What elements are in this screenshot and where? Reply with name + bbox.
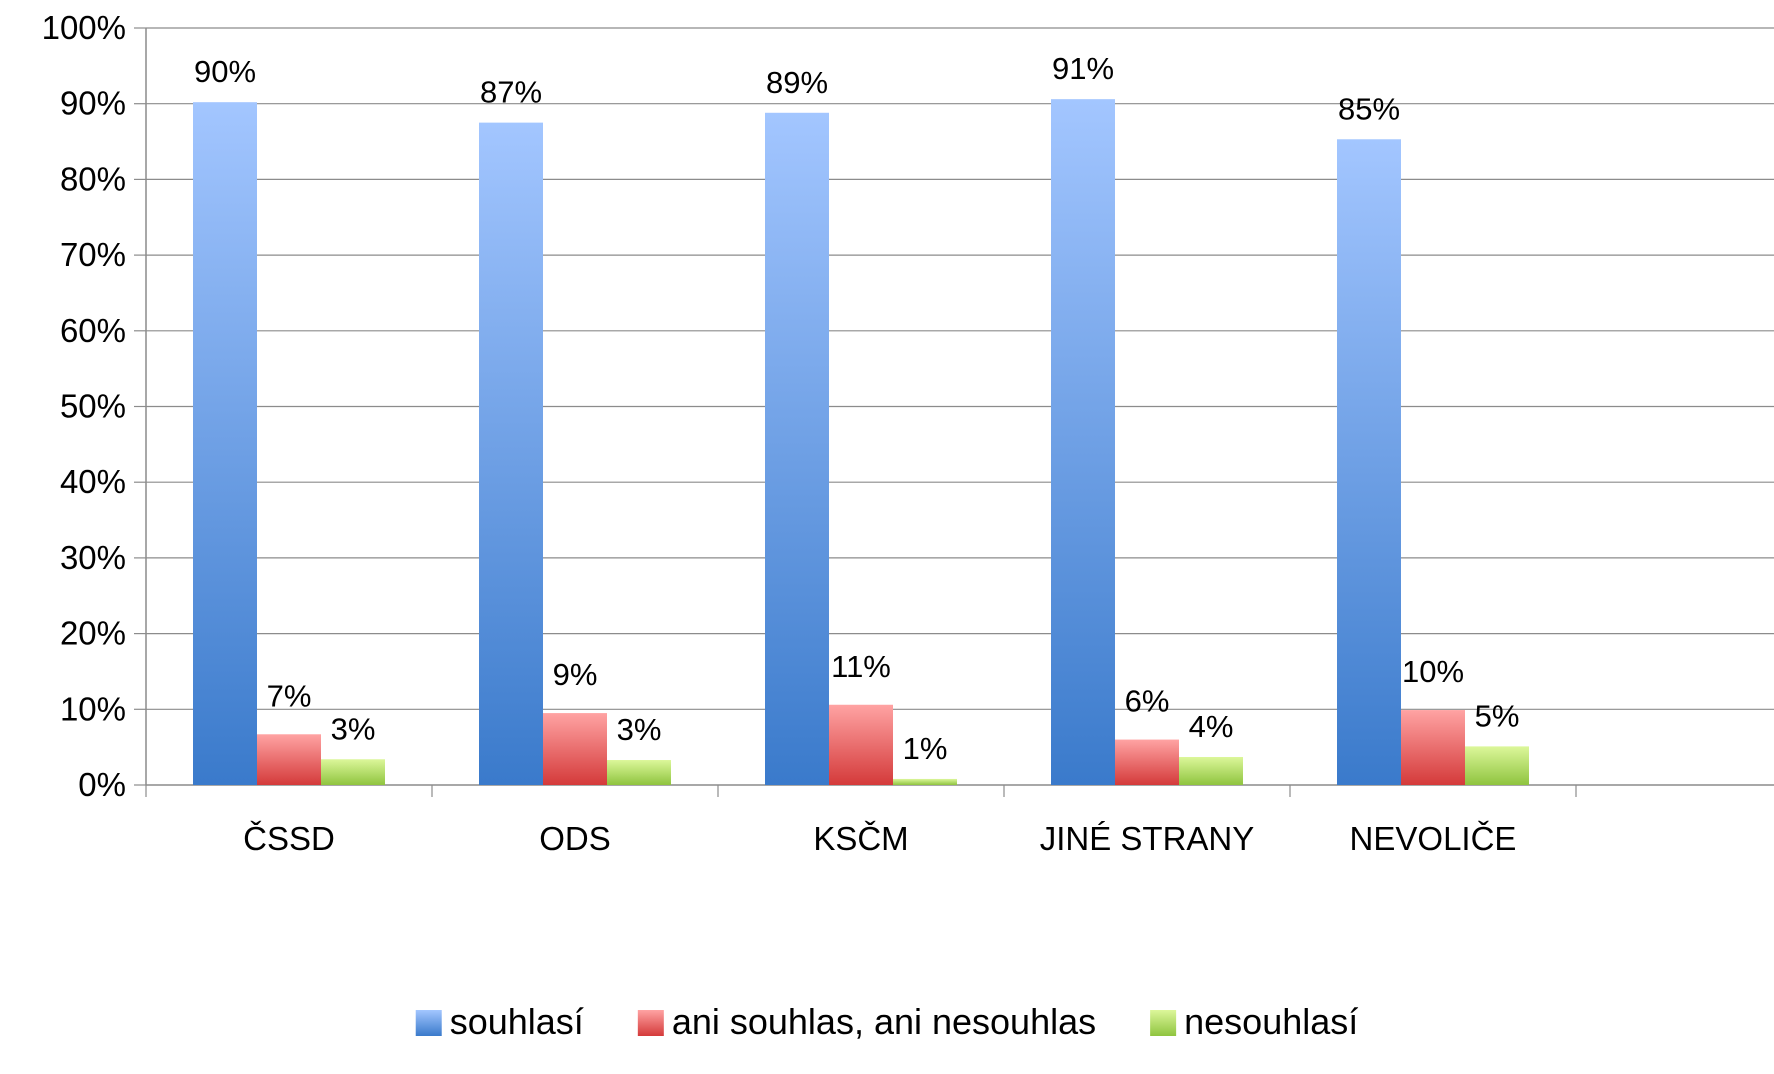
bar: [321, 759, 385, 785]
legend-item: ani souhlas, ani nesouhlas: [637, 1001, 1096, 1042]
data-label: 9%: [553, 657, 598, 692]
data-label: 89%: [766, 65, 828, 100]
data-labels: 90% 7% 3% 87% 9% 3% 89% 11% 1% 91% 6% 4% 85% 10% 5%: [194, 51, 1519, 766]
y-tick-label: 100%: [42, 9, 126, 46]
data-label: 3%: [617, 712, 662, 747]
axes: 0% 10% 20% 30% 40% 50% 60% 70% 80% 90% 100% ČSSD ODS…: [42, 9, 1577, 857]
data-label: 10%: [1402, 654, 1464, 689]
bar: [829, 704, 893, 785]
bar: [893, 778, 957, 785]
y-tick-label: 50%: [60, 388, 126, 425]
data-label: 1%: [903, 731, 948, 766]
y-tick-label: 70%: [60, 236, 126, 273]
bar: [1465, 746, 1529, 785]
legend-swatch: [415, 1010, 442, 1036]
data-label: 87%: [480, 75, 542, 110]
x-tick-label: KSČM: [813, 820, 908, 857]
x-tick-label: ODS: [539, 820, 611, 857]
data-label: 85%: [1338, 91, 1400, 126]
bar: [765, 112, 829, 785]
bar: [1337, 139, 1401, 786]
bar: [543, 713, 607, 785]
y-tick-label: 90%: [60, 85, 126, 122]
y-tick-label: 60%: [60, 312, 126, 349]
x-tick-label: NEVOLIČE: [1350, 820, 1517, 857]
legend-swatch: [1150, 1010, 1177, 1036]
bar: [1401, 710, 1465, 785]
data-label: 5%: [1475, 698, 1520, 733]
y-tick-label: 20%: [60, 615, 126, 652]
legend-item: nesouhlasí: [1150, 1001, 1358, 1042]
y-tick-label: 10%: [60, 690, 126, 727]
bars: [193, 99, 1529, 786]
legend-swatch: [637, 1010, 664, 1036]
bar: [257, 734, 321, 785]
legend-label: ani souhlas, ani nesouhlas: [672, 1001, 1096, 1042]
data-label: 11%: [831, 649, 891, 684]
data-label: 3%: [331, 711, 376, 746]
legend: souhlasí ani souhlas, ani nesouhlas nesouh…: [415, 1001, 1358, 1042]
bar: [607, 760, 671, 785]
bar: [479, 122, 543, 785]
legend-label: nesouhlasí: [1184, 1001, 1358, 1042]
legend-label: souhlasí: [450, 1001, 584, 1042]
bar: [1115, 739, 1179, 785]
y-tick-label: 30%: [60, 539, 126, 576]
data-label: 4%: [1189, 709, 1234, 744]
bar: [193, 102, 257, 786]
data-label: 90%: [194, 54, 256, 89]
data-label: 91%: [1052, 51, 1114, 86]
legend-item: souhlasí: [415, 1001, 584, 1042]
data-label: 6%: [1125, 684, 1170, 719]
x-tick-label: ČSSD: [243, 820, 335, 857]
gridlines: [146, 27, 1774, 786]
bar: [1051, 99, 1115, 785]
y-tick-label: 40%: [60, 463, 126, 500]
bar: [1179, 756, 1243, 785]
data-label: 7%: [267, 678, 312, 713]
y-tick-label: 0%: [78, 766, 126, 803]
y-tick-label: 80%: [60, 160, 126, 197]
x-tick-label: JINÉ STRANY: [1040, 820, 1255, 857]
